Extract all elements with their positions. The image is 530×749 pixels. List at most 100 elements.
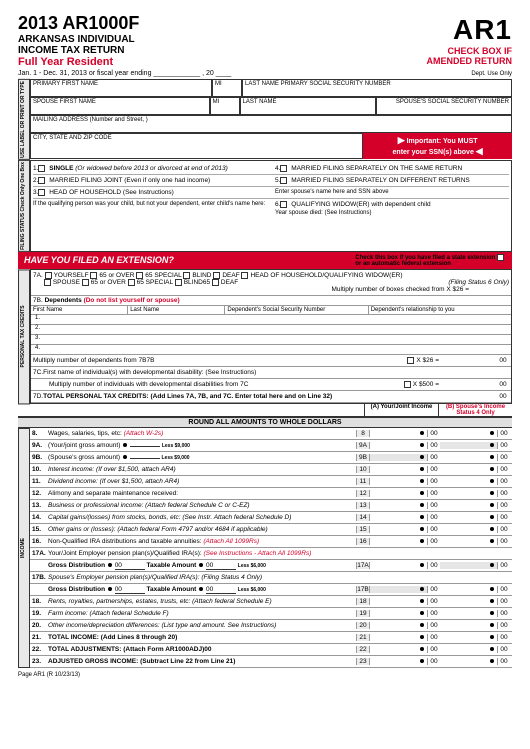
amt-b-18[interactable]: [440, 598, 498, 605]
lbl-deaf-2: DEAF: [221, 279, 238, 286]
amt-a-9B[interactable]: [370, 454, 428, 461]
amt-b-9A[interactable]: [440, 442, 498, 449]
chk-65spec-2[interactable]: [128, 279, 135, 286]
col-b-head: (B) Spouse's Income Status 4 Only: [438, 404, 512, 416]
form-title: ARKANSAS INDIVIDUAL: [18, 34, 139, 45]
amt-a-10[interactable]: [370, 466, 428, 473]
chk-yourself[interactable]: [45, 272, 52, 279]
amt-b-16[interactable]: [440, 538, 498, 545]
amt-a-15[interactable]: [370, 526, 428, 533]
checkbox-extension[interactable]: [497, 254, 504, 261]
amt-b-19[interactable]: [440, 610, 498, 617]
chk-blind-2[interactable]: [175, 279, 182, 286]
amt-b-12[interactable]: [440, 490, 498, 497]
lbl-65-2: 65 or OVER: [91, 279, 126, 286]
spouse-lastname[interactable]: LAST NAME: [240, 97, 376, 115]
chk-65spec-1[interactable]: [136, 272, 143, 279]
checkbox-mfs-diff[interactable]: [280, 177, 287, 184]
page-code: AR1: [427, 14, 513, 46]
amt-a-22[interactable]: [370, 646, 428, 653]
checkbox-hoh[interactable]: [38, 189, 45, 196]
l7c-txt: First name of individual(s) with develop…: [43, 369, 509, 376]
spouse-ssn-label[interactable]: SPOUSE'S SOCIAL SECURITY NUMBER: [376, 97, 512, 115]
amt-a-18[interactable]: [370, 598, 428, 605]
amt-b-21[interactable]: [440, 634, 498, 641]
mailing-address[interactable]: MAILING ADDRESS (Number and Street, ): [30, 115, 512, 133]
chk-blind-1[interactable]: [183, 272, 190, 279]
dep-row-1[interactable]: 1.: [31, 315, 511, 325]
amt-a-13[interactable]: [370, 502, 428, 509]
income-columns-header: (A) Your/Joint Income (B) Spouse's Incom…: [18, 404, 512, 417]
amt-b-15[interactable]: [440, 526, 498, 533]
chk-deaf-2[interactable]: [212, 279, 219, 286]
amt-b-10[interactable]: [440, 466, 498, 473]
income-line-11: 11.Dividend income: (If over $1,500, att…: [30, 476, 512, 488]
amt-b-22[interactable]: [440, 646, 498, 653]
chk-65over-1[interactable]: [90, 272, 97, 279]
income-line-12: 17B.Spouse's Employer pension plan(s)/Qu…: [30, 572, 512, 584]
income-line-19: 19.Farm income: (Attach federal Schedule…: [30, 608, 512, 620]
amt-b-23[interactable]: [440, 658, 498, 665]
form-year: 2013 AR1000F: [18, 14, 139, 34]
amt-a-21[interactable]: [370, 634, 428, 641]
ssn-warn-2: enter your SSN(s) above: [393, 149, 474, 156]
box-7b-count[interactable]: [407, 357, 414, 364]
income-line-16: 16.Non-Qualified IRA distributions and t…: [30, 536, 512, 548]
amt-a-20[interactable]: [370, 622, 428, 629]
amt-a-9A[interactable]: [370, 442, 428, 449]
income-line-15: 15.Other gains or (losses): (Attach fede…: [30, 524, 512, 536]
primary-first-name[interactable]: PRIMARY FIRST NAME: [30, 79, 212, 97]
income-line-18: 18.Rents, royalties, partnerships, estat…: [30, 596, 512, 608]
dep-h-ssn: Dependent's Social Security Number: [225, 306, 368, 314]
lbl-spouse: SPOUSE: [53, 279, 80, 286]
income-line-12: 12.Alimony and separate maintenance rece…: [30, 488, 512, 500]
mi-field[interactable]: MI: [212, 79, 242, 97]
income-line-10: 17A.Your/Joint Employer pension plan(s)/…: [30, 548, 512, 560]
amt-a-19[interactable]: [370, 610, 428, 617]
city-state-zip[interactable]: CITY, STATE AND ZIP CODE: [30, 133, 363, 159]
income-line-13: 13.Business or professional income: (Att…: [30, 500, 512, 512]
amt-a-16[interactable]: [370, 538, 428, 545]
amt-a-17A[interactable]: [370, 562, 428, 569]
amt-b-13[interactable]: [440, 502, 498, 509]
chk-65over-2[interactable]: [82, 279, 89, 286]
amt-b-17B[interactable]: [440, 586, 498, 593]
amt-a-12[interactable]: [370, 490, 428, 497]
chk-deaf-1[interactable]: [213, 272, 220, 279]
checkbox-single[interactable]: [38, 165, 45, 172]
amt-b-11[interactable]: [440, 478, 498, 485]
amt-b-14[interactable]: [440, 514, 498, 521]
amt-b-20[interactable]: [440, 622, 498, 629]
lastname-ssn[interactable]: LAST NAME PRIMARY SOCIAL SECURITY NUMBER: [242, 79, 512, 97]
amt-a-8[interactable]: [370, 430, 428, 437]
amt-a-17B[interactable]: [370, 586, 428, 593]
status-row-3: 3. HEAD OF HOUSEHOLD (See Instructions) …: [33, 187, 509, 199]
amt-a-11[interactable]: [370, 478, 428, 485]
status-mfs-same: MARRIED FILING SEPARATELY ON THE SAME RE…: [291, 165, 462, 172]
amt-b-8[interactable]: [440, 430, 498, 437]
checkbox-mfj[interactable]: [38, 177, 45, 184]
amt-a-14[interactable]: [370, 514, 428, 521]
ssn-warn-1: Important: You MUST: [407, 138, 478, 145]
spouse-mi[interactable]: MI: [210, 97, 240, 115]
l7b-mult-txt: Multiply number of dependents from 7B7B: [33, 357, 407, 364]
box-7c-count[interactable]: [404, 381, 411, 388]
amt-a-23[interactable]: [370, 658, 428, 665]
income-lines-container: 8.Wages, salaries, tips, etc: (Attach W-…: [30, 428, 512, 668]
status-6-sub: Year spouse died: (See Instructions): [275, 210, 372, 216]
status-row-2: 2. MARRIED FILING JOINT (Even if only on…: [33, 175, 509, 187]
dep-row-2[interactable]: 2.: [31, 325, 511, 335]
dep-h-rel: Dependent's relationship to you: [369, 306, 511, 314]
lbl-65s-1: 65 SPECIAL: [145, 272, 181, 279]
amt-b-17A[interactable]: [440, 562, 498, 569]
dep-row-3[interactable]: 3.: [31, 335, 511, 345]
l7c-mult-amt: X $500 =: [413, 381, 439, 388]
chk-spouse[interactable]: [44, 279, 51, 286]
dep-row-4[interactable]: 4.: [31, 345, 511, 355]
form-subtitle: INCOME TAX RETURN: [18, 45, 139, 56]
checkbox-qw[interactable]: [280, 201, 287, 208]
spouse-first-name[interactable]: SPOUSE FIRST NAME: [30, 97, 210, 115]
checkbox-mfs-same[interactable]: [280, 165, 287, 172]
amt-b-9B[interactable]: [440, 454, 498, 461]
chk-hoh-qw[interactable]: [241, 272, 248, 279]
